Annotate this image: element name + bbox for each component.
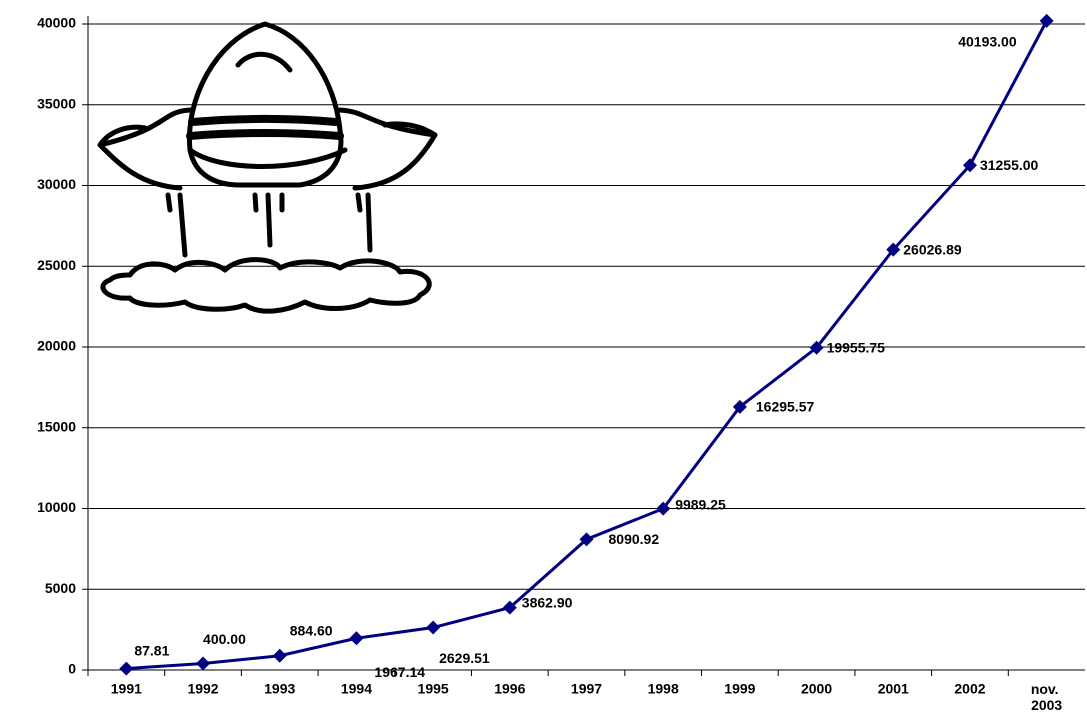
y-tick-label: 30000 (37, 176, 76, 192)
value-label: 87.81 (134, 642, 169, 658)
value-label: 400.00 (203, 631, 246, 647)
marker (196, 657, 210, 671)
value-label: 884.60 (290, 622, 333, 638)
value-label: 2629.51 (439, 650, 490, 666)
x-tick-label: 1997 (571, 681, 602, 697)
x-tick-label: 2000 (801, 681, 832, 697)
chart: 0 5000 10000 15000 20000 25000 30000 35000 40000… (0, 0, 1087, 714)
value-label: 40193.00 (958, 34, 1017, 50)
y-tick-label: 35000 (37, 95, 76, 111)
y-tick-label: 25000 (37, 257, 76, 273)
y-tick-label: 10000 (37, 499, 76, 515)
y-tick-label: 15000 (37, 418, 76, 434)
x-tick-label: 1999 (724, 681, 755, 697)
x-tick-label: 1998 (648, 681, 679, 697)
x-tick-label: 1993 (264, 681, 295, 697)
value-label: 9989.25 (675, 496, 726, 512)
x-tick-label: 1996 (494, 681, 525, 697)
x-tick-label: nov. 2003 (1031, 681, 1063, 713)
x-tick-label: 1991 (111, 681, 142, 697)
y-tick-label: 20000 (37, 338, 76, 354)
y-tick-label: 0 (68, 661, 76, 677)
x-tick-label: 2002 (954, 681, 985, 697)
x-tick-label: 1994 (341, 681, 372, 697)
value-label: 3862.90 (522, 594, 573, 610)
y-tick-label: 40000 (37, 15, 76, 31)
marker (426, 621, 440, 635)
rocket-illustration (100, 24, 435, 311)
value-label: 31255.00 (980, 157, 1039, 173)
y-tick-label: 5000 (45, 580, 76, 596)
x-tick-label: 1995 (418, 681, 449, 697)
value-label: 1967.14 (374, 664, 425, 680)
marker (1040, 14, 1054, 28)
value-label: 19955.75 (827, 339, 886, 355)
value-label: 26026.89 (903, 241, 962, 257)
x-tick-label: 1992 (187, 681, 218, 697)
marker (119, 662, 133, 676)
value-label: 16295.57 (756, 399, 815, 415)
marker (273, 649, 287, 663)
value-label: 8090.92 (609, 531, 660, 547)
x-tick-label: 2001 (878, 681, 909, 697)
marker (349, 631, 363, 645)
